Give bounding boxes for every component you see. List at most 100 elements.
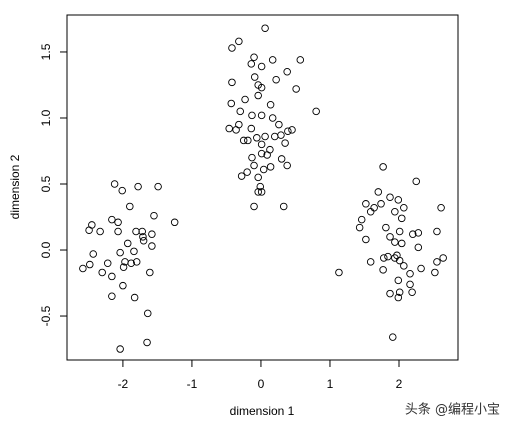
point [395, 227, 404, 236]
y-tick-label: 0.0 [39, 241, 53, 258]
point [244, 136, 252, 145]
y-tick-label: -0.5 [39, 305, 53, 326]
point [225, 124, 233, 133]
point [382, 223, 390, 232]
point [130, 247, 138, 256]
point [250, 53, 258, 62]
point [409, 230, 417, 238]
point [414, 243, 423, 252]
point [374, 188, 383, 196]
point [98, 268, 106, 277]
point [257, 62, 266, 71]
point [366, 207, 375, 216]
point [257, 111, 266, 120]
point [237, 172, 246, 180]
point [86, 260, 94, 269]
point [275, 120, 283, 129]
point [114, 218, 122, 227]
point [377, 200, 385, 208]
point [154, 182, 162, 191]
point [272, 75, 280, 84]
point [431, 268, 439, 277]
point [126, 202, 134, 211]
point [89, 250, 97, 258]
point [146, 268, 154, 277]
point [228, 44, 236, 52]
point [103, 259, 112, 267]
point [79, 264, 87, 273]
point [386, 233, 394, 241]
point [394, 276, 403, 285]
point [277, 155, 286, 163]
point [261, 132, 269, 141]
point [417, 264, 425, 273]
point [254, 188, 262, 196]
point [236, 107, 244, 116]
y-tick-label: 1.0 [39, 109, 53, 126]
point [108, 292, 116, 300]
point [259, 165, 268, 174]
point [108, 215, 116, 224]
point [391, 207, 399, 216]
point [284, 127, 292, 135]
point [254, 91, 262, 100]
point [357, 215, 366, 224]
plot-frame [66, 14, 459, 361]
point [281, 139, 289, 147]
point [116, 345, 124, 353]
point [268, 56, 277, 64]
point [386, 193, 394, 201]
point [271, 132, 279, 141]
point [414, 229, 423, 237]
point [266, 163, 275, 171]
point [400, 262, 408, 270]
point [127, 259, 135, 267]
point [227, 99, 236, 108]
point [123, 239, 132, 248]
point [139, 237, 148, 245]
point [283, 161, 291, 170]
point [250, 73, 259, 81]
point [247, 60, 256, 68]
point [395, 288, 404, 297]
point [241, 95, 249, 104]
point [235, 37, 243, 46]
point [243, 168, 251, 176]
point [143, 338, 151, 347]
point [132, 227, 140, 236]
point [257, 83, 266, 92]
x-tick-label: 0 [258, 377, 265, 391]
point [150, 211, 158, 220]
point [433, 258, 441, 266]
point [108, 272, 116, 281]
point [412, 177, 420, 186]
point [248, 153, 256, 162]
point [384, 252, 392, 261]
point [250, 161, 258, 170]
point [232, 126, 240, 134]
point [380, 254, 388, 262]
point [138, 227, 146, 236]
point [266, 101, 275, 109]
point [148, 230, 156, 238]
point [110, 180, 119, 188]
point [379, 163, 387, 171]
point [139, 233, 147, 241]
point [408, 288, 416, 297]
point [362, 200, 370, 208]
point [85, 226, 93, 234]
point [114, 227, 122, 236]
point [433, 227, 441, 236]
point [379, 266, 387, 274]
point [96, 227, 104, 236]
point [261, 24, 269, 32]
point [130, 293, 139, 302]
x-tick-label: 2 [396, 377, 403, 391]
point [170, 218, 179, 227]
point [397, 214, 406, 223]
point [279, 202, 288, 211]
point [268, 114, 277, 122]
point [389, 333, 397, 341]
